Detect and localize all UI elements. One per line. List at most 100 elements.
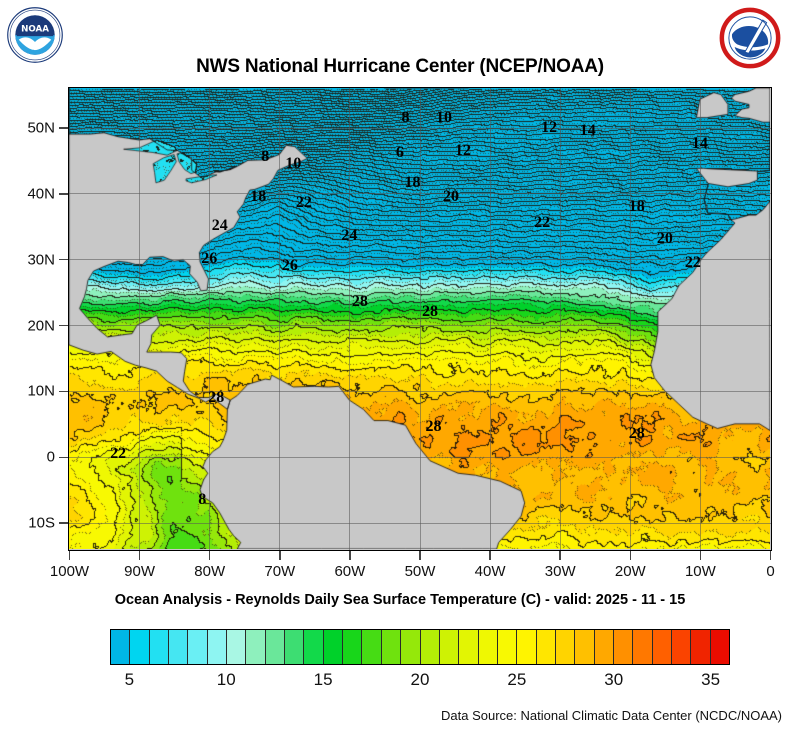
colorbar-cell	[130, 630, 150, 664]
x-axis-label: 90W	[124, 563, 156, 580]
x-axis-tick	[629, 551, 632, 560]
x-axis-tick	[349, 551, 351, 560]
y-axis-tick	[59, 522, 68, 524]
gridline-parallel	[69, 127, 771, 129]
x-axis-tick	[419, 551, 421, 560]
gridline-parallel	[69, 259, 771, 261]
colorbar-cell	[420, 630, 440, 664]
colorbar-cell	[207, 630, 228, 664]
colorbar-cells	[110, 629, 730, 665]
colorbar-cell	[459, 630, 479, 664]
gridline-parallel	[69, 456, 771, 458]
colorbar-cell	[517, 630, 537, 664]
x-axis-label: 50W	[404, 563, 436, 580]
x-axis-label: 10W	[684, 563, 716, 580]
colorbar-cell	[362, 630, 382, 664]
colorbar-cell	[536, 630, 556, 664]
colorbar-tick-label: 15	[313, 670, 333, 689]
colorbar-cell	[401, 630, 421, 664]
y-axis-label: 0	[46, 448, 55, 466]
x-axis-label: 60W	[334, 563, 366, 580]
y-axis-label: 40N	[27, 185, 55, 203]
y-axis-label: 10S	[28, 514, 55, 532]
x-axis-label: 100W	[49, 563, 90, 580]
colorbar-cell	[111, 630, 131, 664]
colorbar-tick-label: 30	[604, 670, 624, 689]
y-axis-tick	[59, 258, 68, 261]
y-axis-tick	[59, 193, 68, 195]
colorbar-cell	[149, 630, 170, 664]
colorbar[interactable]	[110, 629, 730, 665]
gridline-meridian	[419, 88, 421, 550]
colorbar-cell	[478, 630, 498, 664]
x-axis-tick	[68, 551, 71, 560]
colorbar-cell	[265, 630, 286, 664]
x-axis-label: 80W	[194, 563, 226, 580]
colorbar-cell	[652, 630, 672, 664]
colorbar-cell	[439, 630, 460, 664]
national-weather-service-logo	[718, 6, 782, 70]
gridline-meridian	[699, 88, 701, 550]
colorbar-cell	[188, 630, 208, 664]
gridline-meridian	[559, 88, 561, 550]
y-axis-label: 30N	[27, 251, 55, 269]
colorbar-cell	[555, 630, 576, 664]
colorbar-cell	[671, 630, 692, 664]
y-axis-label: 50N	[27, 119, 55, 137]
colorbar-tick-label: 25	[507, 670, 527, 689]
gridline-meridian	[279, 88, 281, 550]
x-axis-tick	[559, 551, 561, 560]
gridline-parallel	[69, 390, 771, 392]
y-axis-tick	[59, 324, 68, 327]
gridline-meridian	[139, 88, 141, 550]
colorbar-cell	[304, 630, 324, 664]
colorbar-cell	[613, 630, 634, 664]
sst-map-plot[interactable]: 8 10 12 14 14 8 10 6 12 18 18 20 22 18 22 20 24 24 22 26 26 2…	[68, 87, 772, 551]
colorbar-cell	[381, 630, 402, 664]
colorbar-tick-label: 5	[124, 670, 135, 689]
colorbar-cell	[575, 630, 595, 664]
noaa-logo-text: NOAA	[21, 25, 49, 35]
x-axis-tick	[208, 551, 211, 560]
x-axis-label: 0	[766, 563, 775, 580]
x-axis-tick	[279, 551, 281, 560]
page-title: NWS National Hurricane Center (NCEP/NOAA…	[196, 56, 604, 77]
data-source-note: Data Source: National Climatic Data Cent…	[441, 708, 782, 723]
y-axis-label: 10N	[27, 382, 55, 400]
colorbar-tick-label: 10	[216, 670, 236, 689]
y-axis-tick	[59, 456, 68, 459]
colorbar-cell	[343, 630, 363, 664]
colorbar-cell	[497, 630, 518, 664]
colorbar-tick-label: 35	[701, 670, 721, 689]
noaa-seal-logo: NOAA	[6, 6, 64, 64]
y-axis-tick	[59, 390, 68, 393]
colorbar-cell	[227, 630, 247, 664]
gridline-parallel	[69, 522, 771, 524]
x-axis-label: 30W	[544, 563, 576, 580]
gridline-meridian	[629, 88, 631, 550]
gridline-meridian	[489, 88, 491, 550]
colorbar-cell	[323, 630, 344, 664]
y-axis-label: 20N	[27, 317, 55, 335]
gridline-meridian	[349, 88, 351, 550]
gridline-parallel	[69, 325, 771, 327]
x-axis-label: 70W	[264, 563, 296, 580]
colorbar-cell	[169, 630, 189, 664]
y-axis-tick	[59, 127, 68, 129]
colorbar-cell	[285, 630, 305, 664]
x-axis-tick	[138, 551, 141, 560]
map-subtitle: Ocean Analysis - Reynolds Daily Sea Surf…	[114, 592, 686, 608]
x-axis-label: 40W	[474, 563, 506, 580]
colorbar-cell	[691, 630, 711, 664]
gridline-meridian	[209, 88, 211, 550]
x-axis-tick	[769, 551, 772, 560]
colorbar-cell	[710, 630, 729, 664]
x-axis-tick	[489, 551, 491, 560]
x-axis-tick	[699, 551, 702, 560]
colorbar-cell	[633, 630, 653, 664]
colorbar-cell	[594, 630, 614, 664]
colorbar-cell	[246, 630, 266, 664]
x-axis-label: 20W	[614, 563, 646, 580]
gridline-parallel	[69, 193, 771, 195]
